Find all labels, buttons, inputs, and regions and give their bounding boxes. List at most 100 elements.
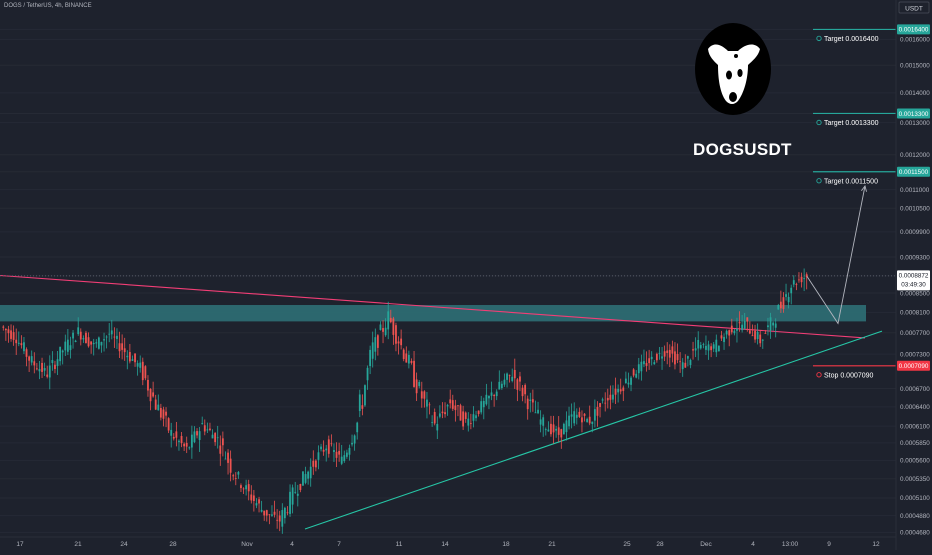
- candle: [149, 388, 152, 402]
- candle: [116, 335, 118, 339]
- candle: [609, 394, 612, 400]
- candle: [555, 428, 558, 431]
- candle: [593, 409, 596, 421]
- candle: [627, 382, 630, 385]
- candle: [258, 499, 260, 504]
- candle: [97, 337, 100, 349]
- candle: [612, 394, 614, 400]
- price-tick-label: 0.0015000: [900, 63, 930, 70]
- price-tick-label: 0.0005850: [900, 440, 930, 447]
- candle: [66, 339, 69, 352]
- candle: [265, 510, 268, 516]
- candle: [402, 349, 405, 360]
- candle: [43, 368, 46, 371]
- candle: [557, 427, 560, 435]
- candle: [307, 471, 310, 479]
- time-tick-label: 17: [16, 541, 24, 548]
- candle: [431, 422, 434, 423]
- candle: [338, 450, 341, 455]
- candle: [736, 328, 738, 331]
- candle: [418, 382, 421, 387]
- candle: [457, 405, 459, 407]
- candle: [725, 330, 728, 335]
- candle: [190, 434, 193, 448]
- candle: [126, 355, 129, 358]
- candle: [596, 406, 599, 416]
- candle: [299, 483, 302, 490]
- candle: [462, 411, 465, 427]
- descending-trendline: [0, 274, 866, 339]
- candle: [560, 429, 563, 438]
- target-marker-icon: [816, 178, 822, 184]
- candle: [438, 413, 441, 417]
- candle: [679, 361, 682, 363]
- candle: [397, 341, 400, 344]
- candle: [707, 344, 710, 351]
- candle: [74, 340, 77, 343]
- candle: [382, 328, 384, 332]
- candle: [661, 356, 663, 359]
- candle: [345, 452, 348, 457]
- candle: [366, 367, 369, 381]
- price-tick-label: 0.0004880: [900, 513, 930, 520]
- candle: [312, 460, 315, 467]
- time-tick-label: 25: [623, 541, 631, 548]
- candle: [139, 362, 142, 368]
- target-price-tag: [897, 166, 930, 177]
- candlestick-series: [2, 268, 808, 534]
- candle: [521, 387, 524, 397]
- candle: [103, 339, 105, 341]
- candle: [291, 487, 294, 505]
- current-price-tag: [897, 270, 930, 291]
- candle: [449, 399, 452, 404]
- projection-arrow-head: [861, 184, 867, 192]
- candle: [426, 399, 428, 407]
- time-tick-label: 9: [827, 541, 831, 548]
- candle: [674, 351, 676, 365]
- candle: [550, 423, 552, 435]
- candle: [495, 391, 498, 397]
- candle: [7, 329, 10, 334]
- price-tick-label: 0.0011000: [900, 187, 930, 194]
- target-price-tag: [897, 24, 930, 35]
- candle: [123, 348, 126, 353]
- candle: [601, 399, 604, 401]
- candle: [715, 339, 718, 353]
- candle: [754, 330, 756, 340]
- current-price-countdown: 03:49:30: [901, 281, 926, 288]
- candle: [606, 397, 609, 401]
- candle: [283, 507, 286, 519]
- candle: [405, 353, 408, 363]
- candle: [157, 404, 160, 411]
- candle: [622, 387, 625, 391]
- candle: [764, 333, 767, 334]
- candle: [519, 376, 521, 382]
- candle: [23, 342, 25, 352]
- candle: [327, 439, 330, 454]
- time-tick-label: 21: [548, 541, 556, 548]
- candle: [356, 422, 359, 433]
- candle: [562, 423, 565, 435]
- candle: [304, 474, 307, 483]
- candle: [531, 399, 534, 403]
- price-tick-label: 0.0006700: [900, 386, 930, 393]
- candle: [511, 376, 514, 381]
- candle: [686, 356, 689, 359]
- currency-label: USDT: [905, 6, 923, 13]
- candle: [214, 433, 217, 443]
- candle: [201, 423, 204, 425]
- time-tick-label: 12: [872, 541, 880, 548]
- candle: [374, 337, 377, 352]
- time-tick-label: 7: [337, 541, 341, 548]
- time-tick-label: 4: [751, 541, 755, 548]
- time-tick-label: 4: [290, 541, 294, 548]
- candle: [162, 409, 165, 419]
- candle: [90, 341, 93, 345]
- candle: [542, 417, 545, 426]
- candle: [131, 359, 134, 361]
- time-tick-label: 28: [656, 541, 664, 548]
- candle: [746, 317, 749, 322]
- price-tick-label: 0.0009900: [900, 229, 930, 236]
